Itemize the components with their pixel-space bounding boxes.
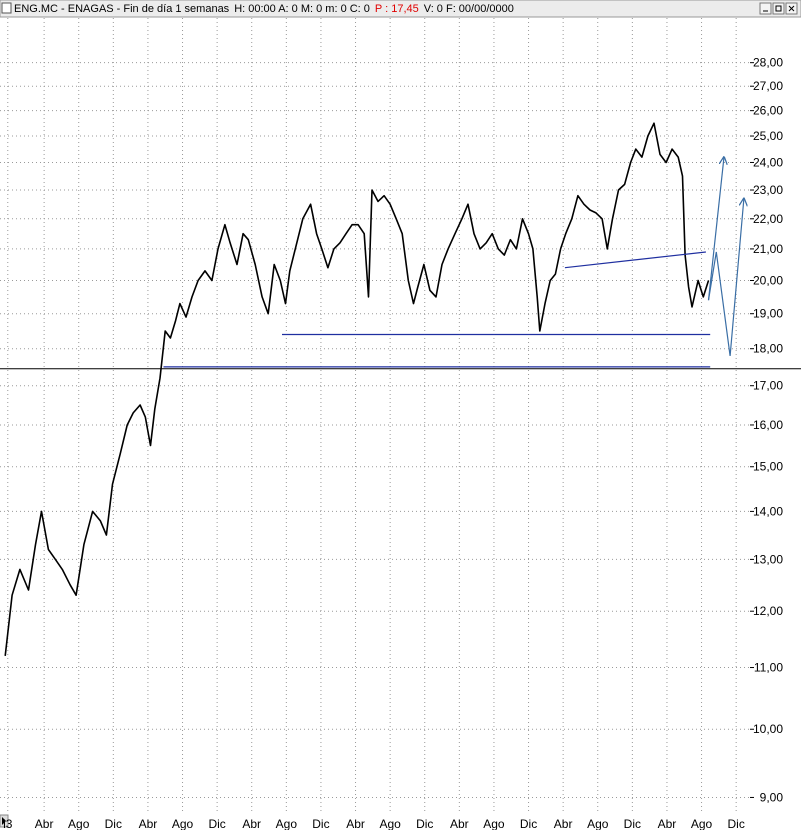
- y-tick-label: 16,00: [753, 418, 783, 432]
- x-tick-label: Ago: [587, 817, 609, 830]
- x-tick-label: Ago: [483, 817, 505, 830]
- x-tick-label: Abr: [346, 817, 365, 830]
- x-tick-label: Ago: [68, 817, 90, 830]
- x-tick-label: Abr: [35, 817, 54, 830]
- x-tick-label: Ago: [691, 817, 713, 830]
- chart-title: ENG.MC - ENAGAS - Fin de día 1 semanas: [14, 3, 230, 15]
- y-tick-label: 11,00: [754, 661, 783, 675]
- y-tick-label: 9,00: [760, 790, 784, 804]
- y-tick-label: 20,00: [753, 273, 783, 287]
- price-line: [4, 122, 710, 656]
- y-tick-label: 23,00: [753, 183, 783, 197]
- x-tick-label: l3: [3, 817, 13, 830]
- y-tick-label: 27,00: [753, 79, 783, 93]
- y-tick-label: 17,00: [753, 379, 783, 393]
- y-tick-label: 25,00: [753, 129, 783, 143]
- y-tick-label: 15,00: [753, 460, 783, 474]
- y-tick-label: 10,00: [753, 722, 783, 736]
- info2: V: 0 F: 00/00/0000: [424, 3, 514, 15]
- window-buttons[interactable]: [759, 2, 798, 15]
- y-tick-label: 14,00: [753, 504, 783, 518]
- y-tick-label: 21,00: [753, 242, 783, 256]
- scroll-glyph: [2, 817, 6, 825]
- x-tick-label: Ago: [172, 817, 194, 830]
- x-axis-strip: [0, 813, 801, 830]
- x-tick-label: Dic: [416, 817, 433, 830]
- x-tick-label: Dic: [624, 817, 641, 830]
- y-tick-label: 28,00: [753, 56, 783, 70]
- y-tick-label: 22,00: [753, 212, 783, 226]
- window-icon: [1, 2, 12, 14]
- projection-arrow: [707, 157, 725, 301]
- x-tick-label: Abr: [450, 817, 469, 830]
- title-bar: [0, 0, 801, 18]
- close-glyph: [788, 5, 795, 12]
- x-tick-label: Ago: [379, 817, 401, 830]
- x-tick-label: Dic: [727, 817, 744, 830]
- y-tick-label: 19,00: [753, 307, 783, 321]
- y-tick-label: 13,00: [753, 552, 783, 566]
- plot-area: 9,00 10,00 11,00 12,00 13,00 14,00 15,00 16,00 1…: [0, 18, 801, 812]
- x-tick-label: Dic: [105, 817, 122, 830]
- maximize-glyph: [775, 5, 782, 12]
- title-bar-text: ENG.MC - ENAGAS - Fin de día 1 semanas H:…: [14, 3, 514, 15]
- y-tick-label: 24,00: [753, 155, 783, 169]
- x-tick-label: Abr: [242, 817, 261, 830]
- y-tick-label: 26,00: [753, 104, 783, 118]
- info: H: 00:00 A: 0 M: 0 m: 0 C: 0: [234, 3, 370, 15]
- x-tick-label: Dic: [520, 817, 537, 830]
- x-tick-label: Dic: [312, 817, 329, 830]
- projection-arrow: [707, 199, 744, 356]
- x-tick-label: Dic: [208, 817, 225, 830]
- x-tick-label: Abr: [554, 817, 573, 830]
- maximize-button[interactable]: [772, 2, 785, 15]
- minimize-button[interactable]: [759, 2, 772, 15]
- price: P : 17,45: [375, 3, 419, 15]
- x-tick-label: Ago: [276, 817, 298, 830]
- x-tick-label: Abr: [658, 817, 677, 830]
- y-tick-label: 18,00: [753, 342, 783, 356]
- x-tick-label: Abr: [139, 817, 158, 830]
- y-tick-label: 12,00: [753, 604, 783, 618]
- trend-line: [564, 251, 706, 269]
